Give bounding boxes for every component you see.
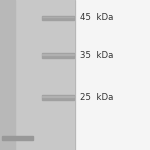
- Bar: [0, 0, 15, 150]
- Bar: [42, 96, 74, 97]
- Bar: [2, 136, 33, 140]
- Bar: [42, 95, 74, 100]
- Bar: [42, 16, 74, 20]
- Bar: [42, 53, 74, 58]
- Text: 45  kDa: 45 kDa: [80, 14, 113, 22]
- Bar: [42, 54, 74, 55]
- Bar: [0, 0, 75, 150]
- Text: 35  kDa: 35 kDa: [80, 51, 113, 60]
- Text: 25  kDa: 25 kDa: [80, 93, 113, 102]
